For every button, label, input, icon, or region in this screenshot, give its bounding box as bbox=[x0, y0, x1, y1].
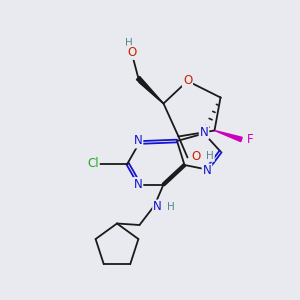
Polygon shape bbox=[214, 130, 242, 142]
Text: H: H bbox=[125, 38, 133, 49]
Text: Cl: Cl bbox=[87, 157, 99, 170]
Text: N: N bbox=[202, 164, 211, 178]
Text: N: N bbox=[200, 125, 208, 139]
Text: F: F bbox=[247, 133, 254, 146]
Text: O: O bbox=[128, 46, 136, 59]
Text: N: N bbox=[134, 134, 142, 148]
Text: N: N bbox=[153, 200, 162, 214]
Polygon shape bbox=[136, 76, 164, 103]
Text: O: O bbox=[192, 149, 201, 163]
Text: H: H bbox=[167, 202, 175, 212]
Text: H: H bbox=[206, 151, 214, 161]
Text: N: N bbox=[134, 178, 142, 191]
Text: O: O bbox=[183, 74, 192, 88]
